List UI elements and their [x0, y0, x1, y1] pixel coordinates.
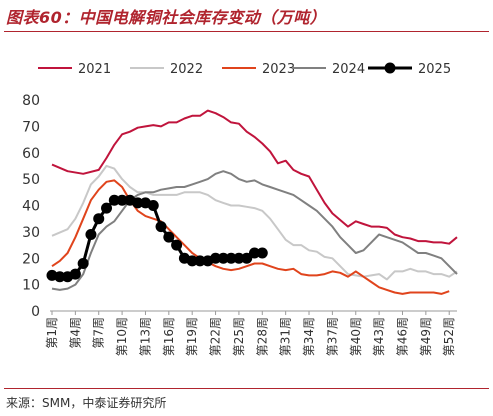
data-point-2025: [85, 229, 97, 241]
y-axis: 0 10 20 30 40 50 60 70 80: [22, 93, 40, 320]
legend: 2021 2022 2023 2024 2025: [38, 62, 451, 77]
x-tick-label: 第31周: [279, 317, 293, 356]
x-tick-label: 第10周: [115, 317, 129, 356]
legend-label-2022: 2022: [170, 62, 203, 77]
line-chart: 2021 2022 2023 2024 2025 0 10 20 30 40 50 60 70 80 第…: [22, 62, 458, 356]
data-point-2025: [241, 252, 253, 264]
data-point-2025: [256, 247, 268, 259]
legend-label-2024: 2024: [332, 62, 365, 77]
data-point-2025: [210, 252, 222, 264]
data-point-2025: [233, 252, 245, 264]
title-divider: [4, 31, 489, 32]
y-tick-label: 20: [22, 251, 40, 267]
x-tick-label: 第19周: [185, 317, 199, 356]
legend-label-2021: 2021: [78, 62, 111, 77]
legend-item-2021: 2021: [38, 62, 111, 77]
x-tick-label: 第1周: [45, 317, 59, 349]
y-tick-label: 0: [31, 304, 40, 320]
data-point-2025: [155, 221, 167, 233]
data-point-2025: [77, 258, 89, 270]
x-tick-label: 第37周: [325, 317, 339, 356]
x-tick-label: 第49周: [419, 317, 433, 356]
chart-title: 图表60：中国电解铜社会库存变动（万吨）: [6, 8, 327, 27]
x-tick-label: 第52周: [442, 317, 456, 356]
data-point-2025: [194, 255, 206, 267]
x-tick-label: 第22周: [209, 317, 223, 356]
x-tick-label: 第13周: [138, 317, 152, 356]
data-point-2025: [116, 194, 128, 206]
series-line-2024: [51, 170, 458, 291]
plot-area: [46, 109, 458, 295]
legend-marker-2025: [384, 62, 396, 74]
x-tick-label: 第46周: [395, 317, 409, 356]
source-note: 来源：SMM，中泰证券研究所: [6, 396, 167, 410]
x-tick-label: 第16周: [162, 317, 176, 356]
x-tick-label: 第25周: [232, 317, 246, 356]
data-point-2025: [54, 271, 66, 283]
y-tick-label: 10: [22, 278, 40, 294]
series-line-2022: [51, 164, 458, 281]
data-point-2025: [69, 268, 81, 280]
y-tick-label: 30: [22, 225, 40, 241]
x-tick-label: 第43周: [372, 317, 386, 356]
data-point-2025: [249, 247, 260, 259]
y-tick-label: 50: [22, 172, 40, 188]
data-point-2025: [108, 194, 120, 206]
x-axis: 第1周 第4周 第7周 第10周 第13周 第16周 第19周 第22周 第25周 第28周 第31…: [45, 310, 457, 356]
data-point-2025: [132, 197, 144, 209]
legend-item-2024: 2024: [292, 62, 365, 77]
x-tick-label: 第7周: [92, 317, 106, 349]
data-point-2025: [93, 213, 105, 225]
x-tick-label: 第28周: [255, 317, 269, 356]
data-point-2025: [101, 202, 113, 214]
legend-label-2023: 2023: [262, 62, 295, 77]
series-line-2021: [51, 109, 458, 245]
source-divider: [4, 388, 489, 389]
y-tick-label: 70: [22, 119, 40, 135]
x-tick-label: 第4周: [68, 317, 82, 349]
y-tick-label: 80: [22, 93, 40, 109]
data-point-2025: [163, 231, 175, 243]
x-tick-label: 第34周: [302, 317, 316, 356]
legend-item-2025: 2025: [368, 62, 451, 77]
legend-label-2025: 2025: [418, 62, 451, 77]
y-tick-label: 60: [22, 146, 40, 162]
data-point-2025: [225, 252, 237, 264]
data-point-2025: [186, 255, 198, 267]
y-tick-label: 40: [22, 199, 40, 215]
data-point-2025: [171, 239, 183, 251]
legend-item-2022: 2022: [130, 62, 203, 77]
data-point-2025: [217, 252, 229, 264]
data-point-2025: [147, 200, 159, 211]
series-line-2023: [51, 179, 450, 295]
legend-item-2023: 2023: [222, 62, 295, 77]
x-tick-label: 第40周: [349, 317, 363, 356]
